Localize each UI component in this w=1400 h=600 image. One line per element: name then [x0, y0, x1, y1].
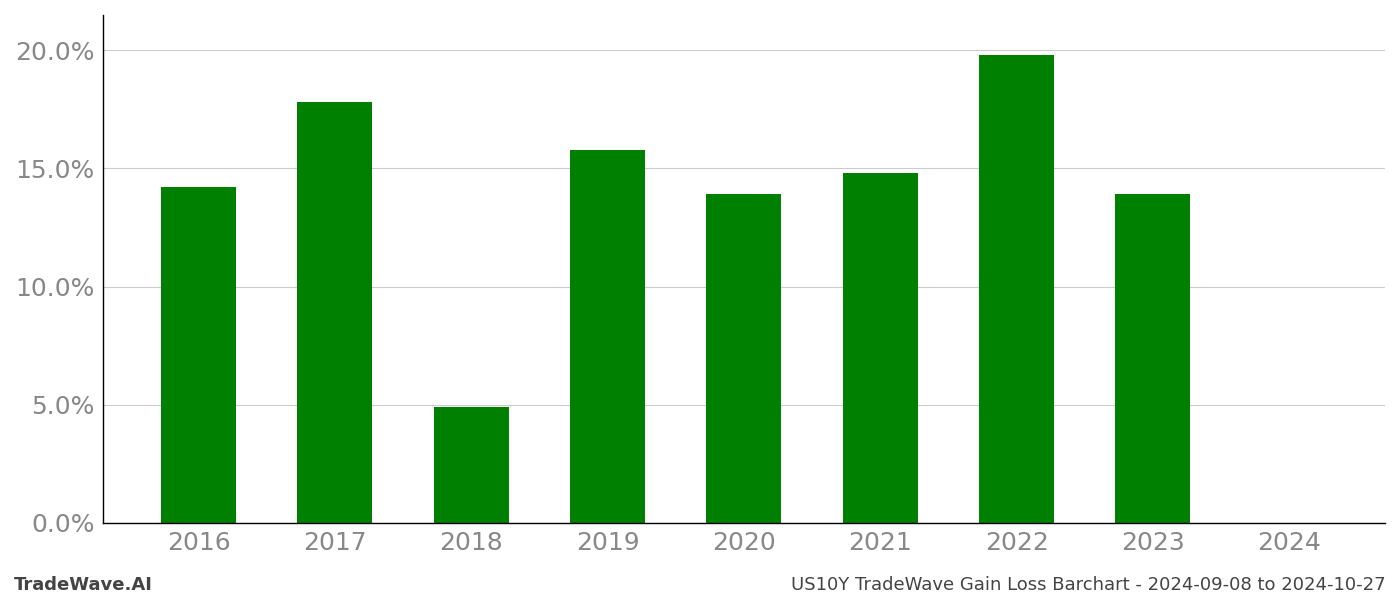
Bar: [1116, 194, 1190, 523]
Bar: [297, 103, 372, 523]
Text: TradeWave.AI: TradeWave.AI: [14, 576, 153, 594]
Bar: [843, 173, 918, 523]
Bar: [570, 149, 645, 523]
Bar: [161, 187, 237, 523]
Bar: [979, 55, 1054, 523]
Text: US10Y TradeWave Gain Loss Barchart - 2024-09-08 to 2024-10-27: US10Y TradeWave Gain Loss Barchart - 202…: [791, 576, 1386, 594]
Bar: [707, 194, 781, 523]
Bar: [434, 407, 508, 523]
